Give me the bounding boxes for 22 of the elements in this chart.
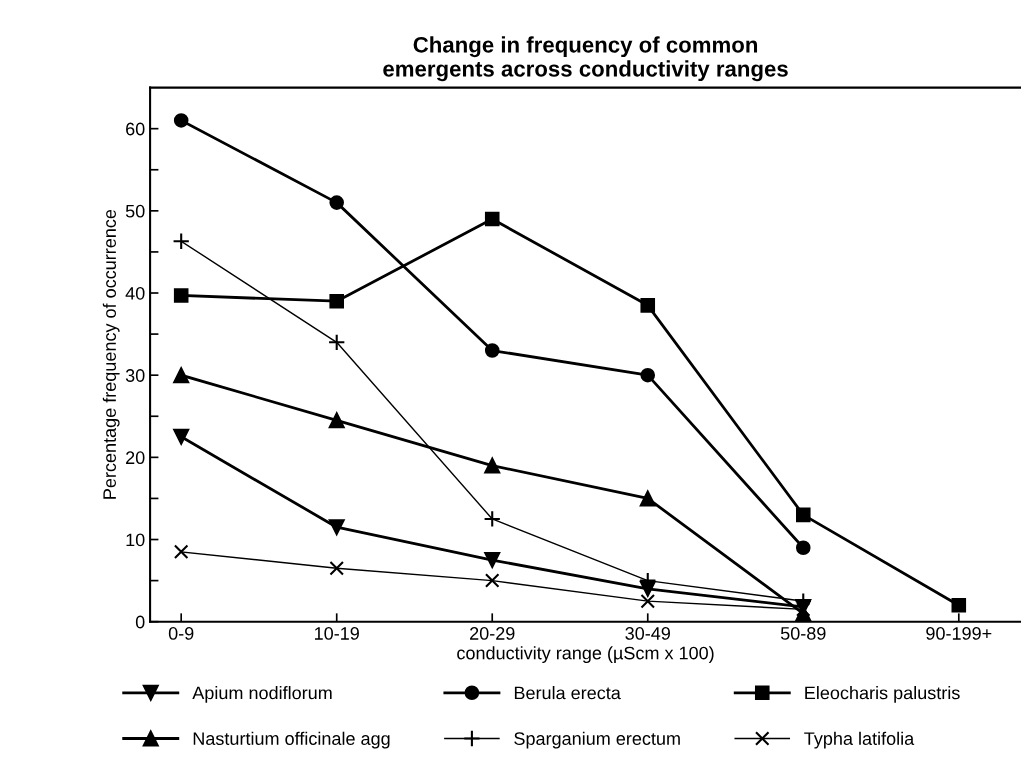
y-tick-label: 30 [125,369,145,382]
legend-label: Apium nodiflorum [192,686,332,703]
x-axis-title: conductivity range (µScm x 100) [457,646,714,663]
y-tick-label: 60 [126,122,145,136]
x-tick-label: 30-49 [625,627,670,640]
chart-title: Change in frequency of common emergents across conductivity ranges [383,36,788,82]
x-tick-label: 10-19 [315,627,359,640]
legend-label: Berula erecta [514,686,621,700]
legend-label: Nasturtium officinale agg [193,731,390,749]
y-tick-label: 20 [126,451,145,465]
x-tick-label: 50-89 [780,627,826,640]
y-tick-label: 40 [125,286,145,300]
legend-label: Typha latifolia [804,731,915,749]
x-tick-label: 0-9 [168,627,194,640]
x-tick-label: 90-199+ [926,627,992,640]
y-tick-label: 10 [126,533,145,547]
y-tick-label: 50 [125,204,145,218]
y-tick-label: 0 [135,615,145,629]
y-axis-title: Percentage frequency of occurrence [102,209,120,499]
legend-label: Sparganium erectum [514,731,680,749]
x-tick-label: 20-29 [470,627,515,640]
legend-label: Eleocharis palustris [805,686,960,703]
